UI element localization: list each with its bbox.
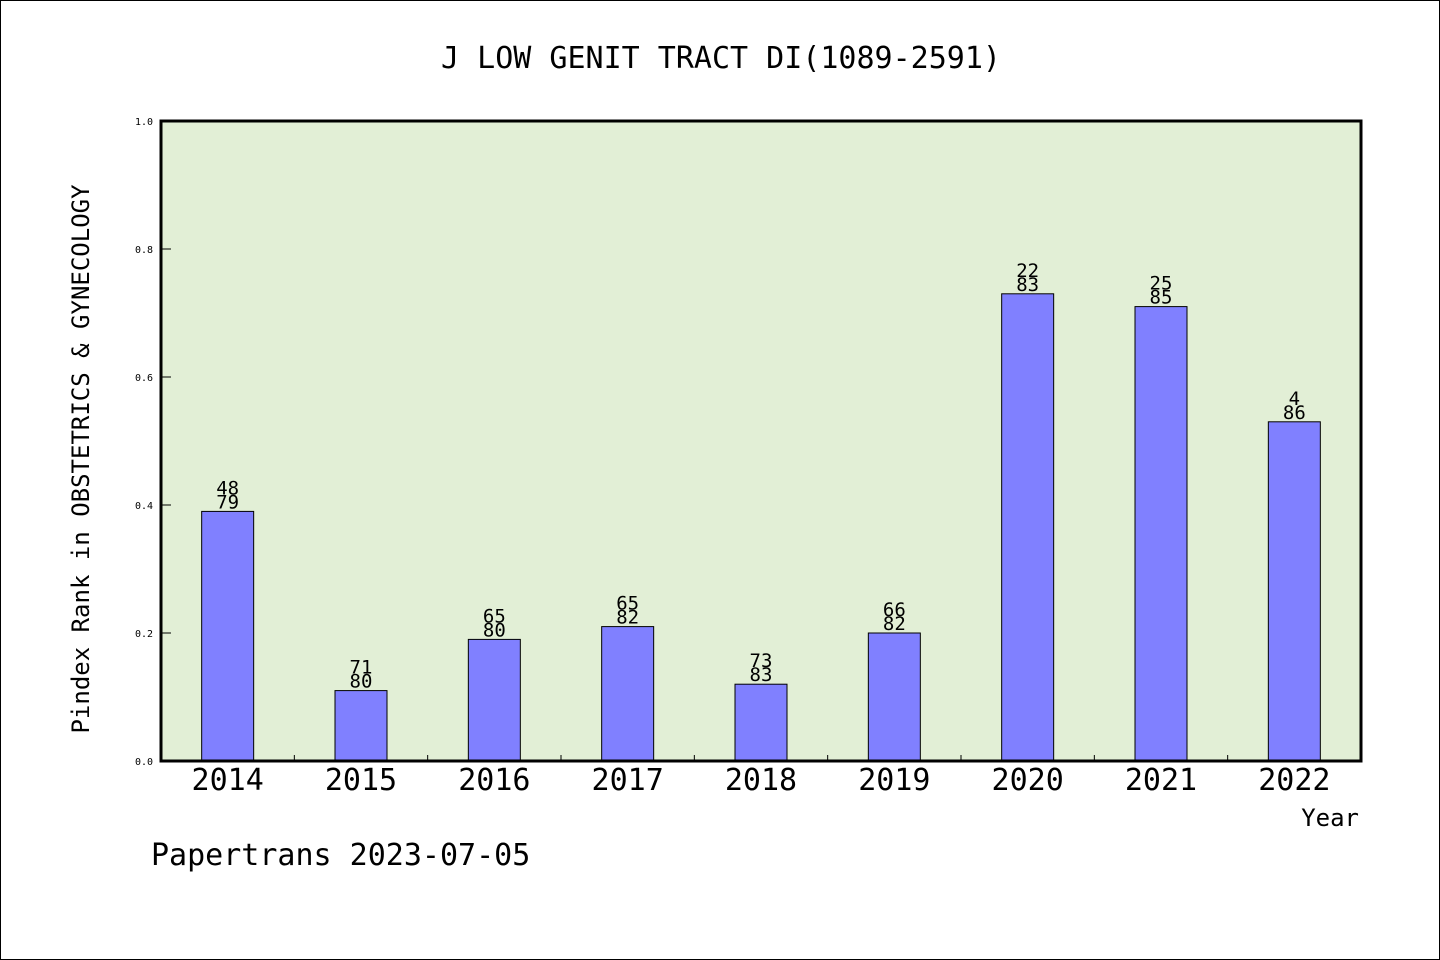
bar-total-label: 79 xyxy=(216,491,239,513)
bar xyxy=(1001,293,1055,762)
bar xyxy=(1267,421,1321,762)
bar-rank-label: 25 xyxy=(1150,273,1173,295)
y-tick-label: 0.4 xyxy=(135,501,153,512)
bar-total-label: 80 xyxy=(483,619,506,641)
bar xyxy=(467,638,521,762)
bar-total-label: 82 xyxy=(616,607,639,629)
bar xyxy=(334,690,388,762)
x-tick-label: 2019 xyxy=(858,763,930,798)
x-tick-label: 2015 xyxy=(325,763,397,798)
bar xyxy=(1134,306,1188,762)
bar-total-label: 80 xyxy=(350,671,373,693)
bar xyxy=(867,632,921,762)
x-axis-label: Year xyxy=(1301,804,1359,832)
bar xyxy=(201,510,255,762)
y-tick-label: 0.8 xyxy=(135,245,153,256)
x-tick-label: 2016 xyxy=(458,763,530,798)
bar-rank-label: 66 xyxy=(883,599,906,621)
x-tick-label: 2018 xyxy=(725,763,797,798)
y-tick-label: 0.0 xyxy=(135,757,153,768)
y-axis-label: Pindex Rank in OBSTETRICS & GYNECOLOGY xyxy=(67,184,95,734)
bar-total-label: 82 xyxy=(883,613,906,635)
footer-text: Papertrans 2023-07-05 xyxy=(151,838,530,873)
bar-total-label: 83 xyxy=(1016,274,1039,296)
y-tick-label: 1.0 xyxy=(135,117,153,128)
bar-rank-label: 65 xyxy=(483,605,506,627)
x-tick-label: 2014 xyxy=(192,763,264,798)
bar xyxy=(601,626,655,762)
bar xyxy=(734,683,788,762)
x-tick-label: 2022 xyxy=(1258,763,1330,798)
bar-total-label: 86 xyxy=(1283,402,1306,424)
bar-rank-label: 65 xyxy=(616,593,639,615)
plot-border xyxy=(159,119,1363,763)
bar-rank-label: 22 xyxy=(1016,260,1039,282)
bar-rank-label: 4 xyxy=(1289,388,1300,410)
bar-rank-label: 48 xyxy=(216,477,239,499)
x-tick-label: 2021 xyxy=(1125,763,1197,798)
bar-total-label: 83 xyxy=(750,664,773,686)
x-tick-label: 2017 xyxy=(592,763,664,798)
bar-total-label: 85 xyxy=(1150,287,1173,309)
y-tick-label: 0.6 xyxy=(135,373,153,384)
bar-rank-label: 71 xyxy=(350,657,373,679)
x-axis: 2014 2015 2016 2017 2018 2019 2020 2021 2022 xyxy=(192,755,1330,798)
chart-title: J LOW GENIT TRACT DI(1089-2591) xyxy=(441,41,1001,76)
bar-rank-label: 73 xyxy=(750,650,773,672)
x-tick-label: 2020 xyxy=(992,763,1064,798)
y-tick-label: 0.2 xyxy=(135,629,153,640)
